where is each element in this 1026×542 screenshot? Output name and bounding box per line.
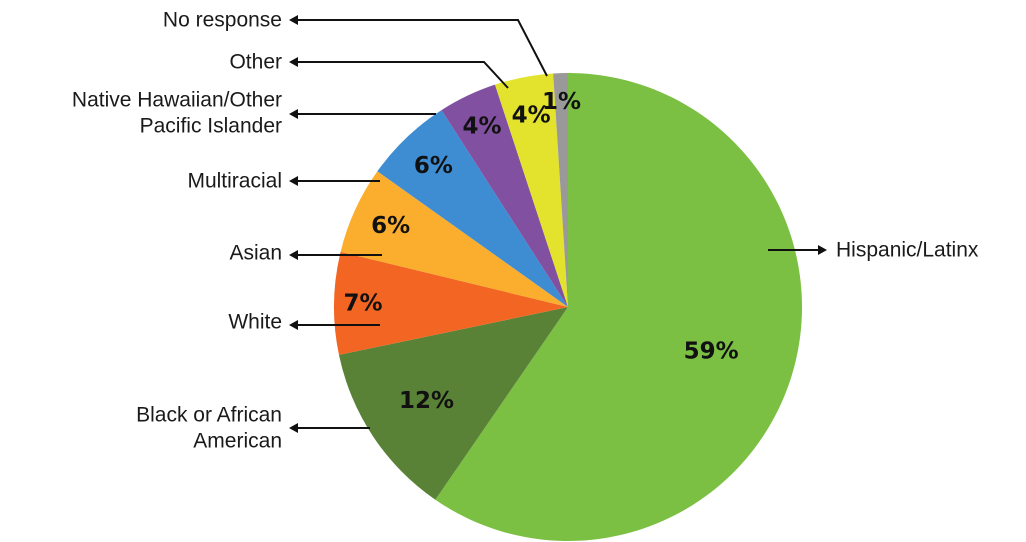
pie-slice-multiracial bbox=[377, 110, 568, 308]
category-label-multiracial: Multiracial bbox=[187, 170, 282, 193]
category-label-black-or-african-american: Black or African American bbox=[136, 404, 282, 453]
category-label-no-response: No response bbox=[163, 9, 282, 32]
percent-label-hispanic-latinx: 59% bbox=[684, 339, 739, 365]
pie-slice-hispanic-latinx bbox=[435, 73, 803, 541]
pie-slice-other bbox=[494, 73, 568, 307]
category-callouts: Hispanic/Latinx Black or African American W… bbox=[72, 9, 979, 453]
percent-label-native-hawaiian-other-pacific-islander: 4% bbox=[462, 113, 501, 139]
callout-multiracial: Multiracial bbox=[187, 170, 380, 193]
pie-slice-white bbox=[334, 251, 568, 355]
pie-slice-asian bbox=[340, 171, 568, 307]
callout-no-response: No response bbox=[163, 9, 548, 77]
category-label-hispanic-latinx: Hispanic/Latinx bbox=[836, 239, 979, 262]
pie-slices bbox=[334, 72, 803, 541]
callout-hispanic-latinx: Hispanic/Latinx bbox=[768, 239, 979, 262]
callout-asian: Asian bbox=[229, 242, 382, 265]
callout-white: White bbox=[228, 311, 380, 334]
percent-label-multiracial: 6% bbox=[414, 153, 453, 179]
percent-label-no-response: 1% bbox=[542, 89, 581, 115]
callout-black-or-african-american: Black or African American bbox=[136, 404, 370, 453]
callout-native-hawaiian-other-pacific-islander: Native Hawaiian/Other Pacific Islander bbox=[72, 89, 436, 138]
percent-label-asian: 6% bbox=[371, 213, 410, 239]
percent-label-black-or-african-american: 12% bbox=[399, 388, 454, 414]
pie-slice-black-or-african-american bbox=[338, 307, 568, 500]
percent-label-other: 4% bbox=[512, 103, 551, 129]
pie-slice-no-response bbox=[553, 72, 568, 307]
percent-label-white: 7% bbox=[343, 291, 382, 317]
pie-slice-native-hawaiian-other-pacific-islander bbox=[441, 84, 568, 308]
category-label-native-hawaiian-other-pacific-islander: Native Hawaiian/Other Pacific Islander bbox=[72, 89, 282, 138]
percent-labels: 59%12%7%6%6%4% 4%1% bbox=[343, 89, 738, 414]
category-label-other: Other bbox=[229, 51, 282, 74]
callout-other: Other bbox=[229, 51, 509, 89]
category-label-white: White bbox=[228, 311, 282, 334]
category-label-asian: Asian bbox=[229, 242, 282, 265]
